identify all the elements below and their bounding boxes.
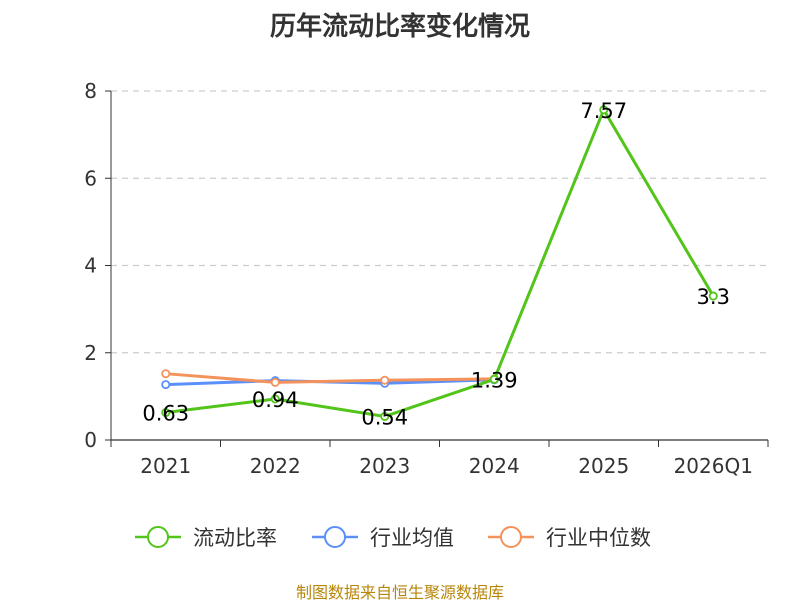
legend-marker	[500, 526, 522, 548]
data-point	[161, 369, 171, 379]
data-label: 7.57	[580, 99, 627, 123]
series-line-2	[165, 372, 495, 384]
legend-marker	[147, 526, 169, 548]
data-label: 3.3	[697, 285, 730, 309]
legend: 流动比率 行业均值 行业中位数	[135, 526, 651, 550]
y-tick-label: 2	[84, 341, 97, 365]
legend-label: 行业中位数	[546, 526, 651, 550]
data-point	[161, 408, 171, 418]
legend-label: 行业均值	[370, 526, 454, 550]
data-point	[708, 291, 718, 301]
data-label: 0.94	[252, 388, 299, 412]
x-tick-label: 2026Q1	[674, 454, 753, 478]
data-point	[599, 105, 609, 115]
data-point	[270, 377, 280, 387]
data-point	[380, 375, 390, 385]
legend-marker	[324, 526, 346, 548]
data-label: 1.39	[471, 368, 518, 392]
data-point	[489, 374, 499, 384]
data-label: 0.63	[142, 402, 189, 426]
source-note: 制图数据来自恒生聚源数据库	[295, 583, 504, 602]
data-point	[270, 394, 280, 404]
x-tick-label: 2022	[250, 454, 301, 478]
x-tick-label: 2023	[359, 454, 410, 478]
x-tick-label: 2021	[140, 454, 191, 478]
series-lines	[161, 105, 718, 421]
x-tick-label: 2024	[469, 454, 520, 478]
data-labels: 0.63 0.94 0.54 1.39 7.57 3.3	[142, 99, 730, 430]
data-point	[161, 380, 171, 390]
legend-label: 流动比率	[193, 526, 277, 550]
chart-title: 历年流动比率变化情况	[269, 12, 530, 42]
y-tick-label: 0	[84, 428, 97, 452]
y-tick-label: 6	[84, 166, 97, 190]
y-tick-label: 8	[84, 79, 97, 103]
axes: 0 2 4 6 8 2021 2022 2023 2024 2025 2026Q1	[84, 79, 769, 478]
y-tick-label: 4	[84, 254, 97, 278]
series-line-0	[165, 108, 715, 418]
data-label: 0.54	[361, 405, 408, 429]
x-tick-label: 2025	[578, 454, 629, 478]
data-point	[380, 411, 390, 421]
